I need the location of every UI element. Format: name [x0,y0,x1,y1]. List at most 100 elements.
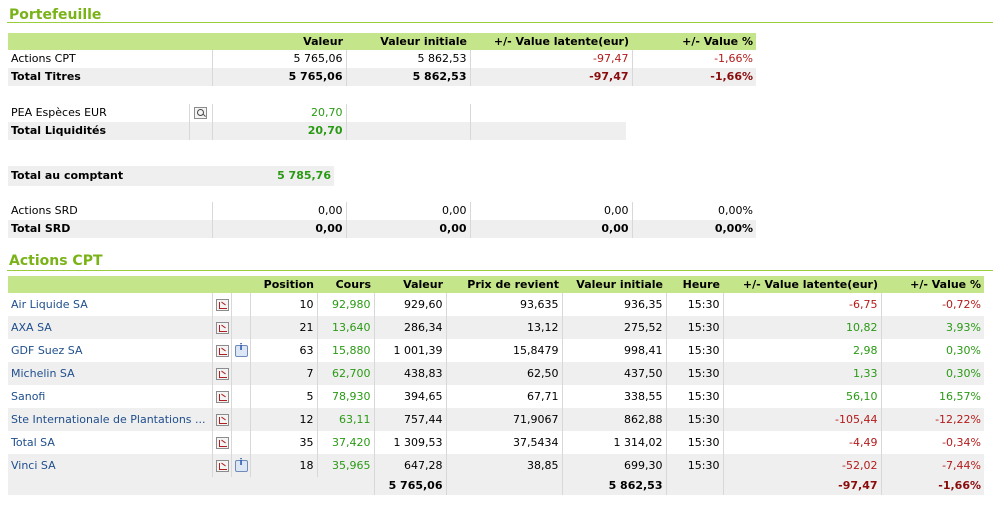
cell-heure: 15:30 [665,362,723,385]
row-valeur: 5 785,76 [212,166,334,186]
info-icon-cell [230,339,250,362]
cell-prix-de-revient: 13,12 [445,316,562,339]
header-valeur: Valeur [374,276,446,293]
header-value-pct: +/- Value % [881,276,984,293]
row-empty [469,104,626,122]
portefeuille-divider [7,22,993,23]
cell-valeur-initiale: 998,41 [561,339,666,362]
table-row: Air Liquide SA 10 92,980 929,60 93,635 936,35… [8,293,984,316]
cell-cours: 63,11 [316,408,374,431]
cell-position: 35 [249,431,317,454]
total-value-pct: -1,66% [880,477,984,495]
chart-icon[interactable] [215,368,229,380]
row-valeur: 0,00 [211,220,346,238]
cell-position: 7 [249,362,317,385]
cell-valeur-initiale: 699,30 [561,454,666,477]
stock-name-link[interactable]: GDF Suez SA [11,344,83,357]
stock-name-link[interactable]: Michelin SA [11,367,75,380]
stock-name-link[interactable]: Ste Internationale de Plantations ... [11,413,206,426]
stock-name-cell: Vinci SA [8,454,212,477]
chart-icon[interactable] [215,391,229,403]
table-row: Ste Internationale de Plantations ... 12 6… [8,408,984,431]
cell-position: 18 [249,454,317,477]
portefeuille-title: Portefeuille [9,7,102,23]
chart-icon[interactable] [215,460,229,472]
row-valeur-initiale: 5 862,53 [345,50,470,68]
cell-value-pct: -7,44% [880,454,984,477]
header-cours: Cours [317,276,374,293]
cell-valeur: 929,60 [373,293,446,316]
total-valeur: 5 765,06 [373,477,446,495]
cell-value-pct: 3,93% [880,316,984,339]
info-icon[interactable] [234,343,248,357]
cell-heure: 15:30 [665,454,723,477]
chart-icon-cell [211,316,231,339]
portefeuille-header-blank [8,33,212,50]
table-row: Michelin SA 7 62,700 438,83 62,50 437,50 15:30… [8,362,984,385]
chart-icon-cell [211,362,231,385]
info-icon[interactable] [234,458,248,472]
cell-prix-de-revient: 67,71 [445,385,562,408]
stock-name-cell: GDF Suez SA [8,339,212,362]
row-value-latente: 0,00 [469,202,632,220]
srd-row-actions: Actions SRD 0,00 0,00 0,00 0,00% [8,202,756,220]
srd-table: Actions SRD 0,00 0,00 0,00 0,00% Total S… [8,202,756,238]
cell-valeur: 1 001,39 [373,339,446,362]
cell-value-latente: -6,75 [722,293,881,316]
cell-valeur-initiale: 936,35 [561,293,666,316]
stock-name-link[interactable]: Total SA [11,436,55,449]
row-empty [345,122,470,140]
cell-valeur-initiale: 1 314,02 [561,431,666,454]
cell-value-latente: 10,82 [722,316,881,339]
chart-icon-cell [211,431,231,454]
stock-name-cell: AXA SA [8,316,212,339]
chart-icon[interactable] [215,345,229,357]
cell-cours: 62,700 [316,362,374,385]
info-icon-cell [230,408,250,431]
row-label: Actions SRD [8,202,212,220]
stock-name-link[interactable]: Vinci SA [11,459,56,472]
cell-cours: 78,930 [316,385,374,408]
search-icon[interactable] [194,107,207,119]
row-valeur: 20,70 [211,122,346,140]
chart-icon[interactable] [215,299,229,311]
srd-row-total: Total SRD 0,00 0,00 0,00 0,00% [8,220,756,238]
stock-name-cell: Air Liquide SA [8,293,212,316]
row-valeur: 5 765,06 [211,50,346,68]
table-row: Total SA 35 37,420 1 309,53 37,5434 1 314,02 1… [8,431,984,454]
info-icon-cell [230,431,250,454]
header-valeur-initiale: Valeur initiale [346,33,470,50]
row-icon-cell [188,104,212,122]
chart-icon[interactable] [215,437,229,449]
cell-heure: 15:30 [665,339,723,362]
stock-name-link[interactable]: AXA SA [11,321,52,334]
chart-icon[interactable] [215,414,229,426]
cell-heure: 15:30 [665,316,723,339]
info-icon-cell [230,293,250,316]
cell-cours: 37,420 [316,431,374,454]
cell-value-pct: -12,22% [880,408,984,431]
stock-name-link[interactable]: Air Liquide SA [11,298,88,311]
header-value-pct: +/- Value % [632,33,756,50]
cell-valeur: 286,34 [373,316,446,339]
cell-value-pct: 0,30% [880,362,984,385]
chart-icon-cell [211,454,231,477]
cell-cours: 92,980 [316,293,374,316]
cell-position: 21 [249,316,317,339]
chart-icon-cell [211,385,231,408]
cell-valeur-initiale: 338,55 [561,385,666,408]
cell-position: 10 [249,293,317,316]
table-row: Vinci SA 1835,965647,2838,85699,3015:30-5… [8,454,984,477]
row-valeur-initiale: 0,00 [345,202,470,220]
total-blank [665,477,723,495]
cell-valeur: 647,28 [373,454,446,477]
stock-name-cell: Ste Internationale de Plantations ... [8,408,212,431]
stock-name-link[interactable]: Sanofi [11,390,46,403]
row-empty [345,104,470,122]
cell-valeur-initiale: 437,50 [561,362,666,385]
liquidites-row-pea-especes: PEA Espèces EUR 20,70 [8,104,626,122]
total-blank [445,477,562,495]
chart-icon[interactable] [215,322,229,334]
portefeuille-row-actions-cpt: Actions CPT 5 765,06 5 862,53 -97,47 -1,… [8,50,756,68]
cell-valeur: 757,44 [373,408,446,431]
